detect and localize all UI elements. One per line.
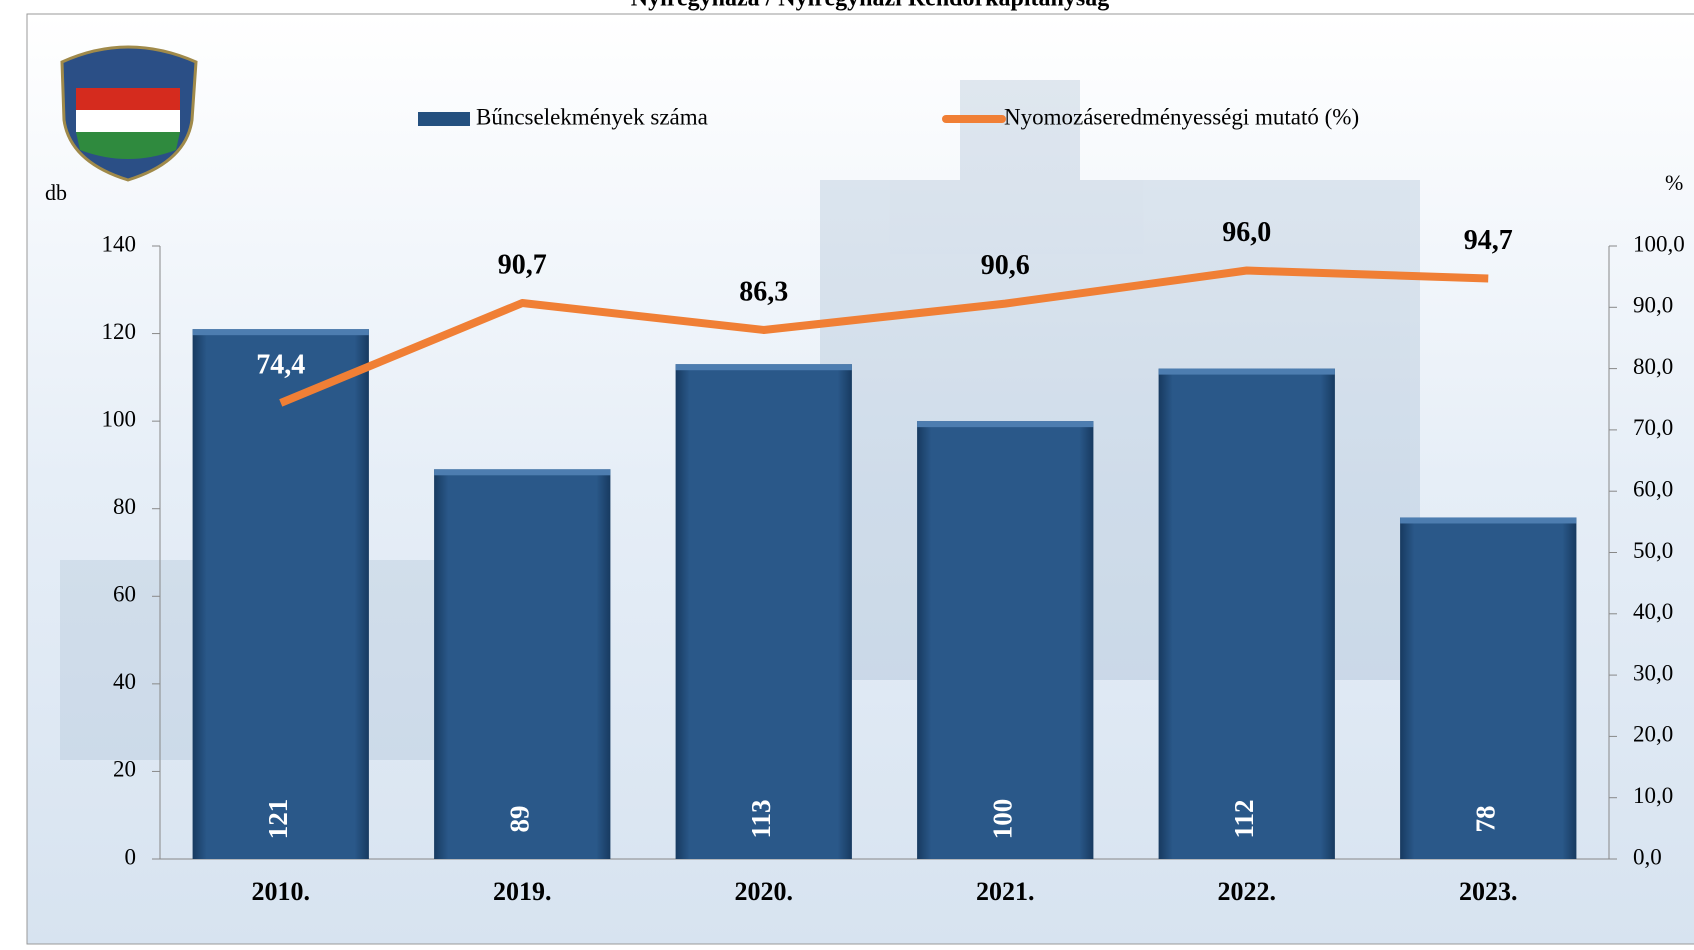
y-tick-label: 140 (102, 231, 137, 256)
x-tick-label: 2022. (1218, 877, 1277, 906)
bar (1400, 517, 1577, 859)
bar-top (917, 421, 1094, 428)
y2-tick-label: 20,0 (1633, 722, 1673, 747)
police-logo (60, 45, 198, 182)
y-tick-label: 40 (113, 669, 136, 694)
bar-value-label: 112 (1229, 799, 1259, 838)
legend-swatch (418, 112, 470, 126)
y-tick-label: 120 (102, 319, 137, 344)
y2-tick-label: 60,0 (1633, 476, 1673, 501)
y2-tick-label: 80,0 (1633, 354, 1673, 379)
y2-axis-label: % (1665, 170, 1683, 195)
bar-value-label: 89 (504, 806, 534, 833)
y2-tick-label: 30,0 (1633, 660, 1673, 685)
line-value-label: 74,4 (256, 349, 305, 380)
y2-tick-label: 0,0 (1633, 844, 1662, 869)
bar (192, 329, 369, 859)
chart-title: Nyíregyháza / Nyíregyházi Rendőrkapitány… (631, 0, 1109, 12)
y2-tick-label: 100,0 (1633, 231, 1685, 256)
x-tick-label: 2023. (1459, 877, 1518, 906)
y-axis-label: db (45, 180, 67, 205)
bar-top (192, 329, 369, 336)
line-value-label: 86,3 (739, 276, 788, 307)
bar-value-label: 121 (263, 799, 293, 840)
line-value-label: 94,7 (1464, 225, 1513, 256)
x-tick-label: 2019. (493, 877, 552, 906)
bar (917, 421, 1094, 859)
bar-top (675, 364, 852, 371)
y-tick-label: 20 (113, 757, 136, 782)
y2-tick-label: 90,0 (1633, 293, 1673, 318)
y-tick-label: 60 (113, 582, 136, 607)
line (279, 266, 1489, 407)
y2-tick-label: 70,0 (1633, 415, 1673, 440)
x-tick-label: 2010. (252, 877, 311, 906)
y-tick-label: 80 (113, 494, 136, 519)
y2-tick-label: 40,0 (1633, 599, 1673, 624)
bar (1158, 368, 1335, 859)
bar-value-label: 100 (987, 799, 1017, 840)
bar-top (1400, 517, 1577, 524)
y2-tick-label: 10,0 (1633, 783, 1673, 808)
bar (675, 364, 852, 859)
y2-tick-label: 50,0 (1633, 538, 1673, 563)
legend-label: Bűncselekmények száma (476, 104, 708, 129)
line-value-label: 96,0 (1222, 217, 1271, 248)
y-tick-label: 100 (102, 406, 137, 431)
x-tick-label: 2020. (735, 877, 794, 906)
y-tick-label: 0 (125, 844, 137, 869)
x-tick-label: 2021. (976, 877, 1035, 906)
bar-top (1158, 368, 1335, 375)
bar-top (434, 469, 611, 476)
bar (434, 469, 611, 859)
bar-value-label: 113 (746, 799, 776, 838)
bar-value-label: 78 (1470, 806, 1500, 833)
legend-label: Nyomozáseredményességi mutató (%) (1004, 104, 1359, 129)
line-value-label: 90,6 (981, 250, 1030, 281)
line-value-label: 90,7 (498, 249, 547, 280)
